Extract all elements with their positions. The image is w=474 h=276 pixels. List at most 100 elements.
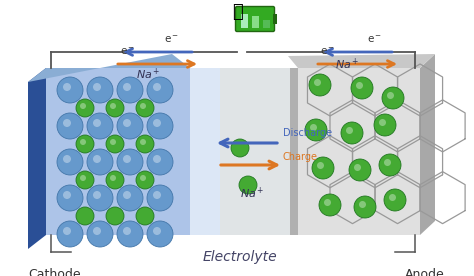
Circle shape	[239, 176, 257, 194]
Circle shape	[63, 83, 71, 91]
Text: Na$^+$: Na$^+$	[240, 186, 264, 201]
Circle shape	[312, 157, 334, 179]
Circle shape	[93, 227, 101, 235]
Polygon shape	[290, 68, 298, 235]
Circle shape	[117, 77, 143, 103]
Circle shape	[231, 139, 249, 157]
Circle shape	[106, 99, 124, 117]
Circle shape	[117, 221, 143, 247]
Circle shape	[341, 122, 363, 144]
Text: e$^-$: e$^-$	[164, 34, 180, 45]
Circle shape	[110, 175, 116, 181]
Text: Electrolyte: Electrolyte	[203, 250, 277, 264]
Circle shape	[63, 119, 71, 127]
Circle shape	[136, 207, 154, 225]
Circle shape	[87, 185, 113, 211]
Circle shape	[317, 162, 324, 169]
FancyBboxPatch shape	[252, 16, 259, 28]
Circle shape	[305, 119, 327, 141]
Circle shape	[153, 191, 161, 199]
Circle shape	[153, 155, 161, 163]
Circle shape	[140, 103, 146, 109]
Polygon shape	[46, 68, 190, 235]
Circle shape	[87, 221, 113, 247]
Circle shape	[359, 201, 366, 208]
Polygon shape	[28, 68, 46, 249]
Circle shape	[93, 119, 101, 127]
Text: Charge: Charge	[283, 152, 318, 162]
Circle shape	[147, 185, 173, 211]
Circle shape	[123, 83, 131, 91]
Circle shape	[57, 185, 83, 211]
Circle shape	[140, 175, 146, 181]
Polygon shape	[298, 68, 420, 235]
Circle shape	[153, 83, 161, 91]
Circle shape	[379, 119, 386, 126]
Circle shape	[106, 135, 124, 153]
Text: Na$^+$: Na$^+$	[136, 67, 160, 82]
Polygon shape	[288, 54, 435, 68]
Text: Discharge: Discharge	[283, 128, 332, 138]
Polygon shape	[420, 54, 435, 235]
Circle shape	[384, 159, 391, 166]
Circle shape	[76, 135, 94, 153]
Circle shape	[63, 227, 71, 235]
Circle shape	[80, 103, 86, 109]
Circle shape	[147, 113, 173, 139]
Circle shape	[147, 149, 173, 175]
Circle shape	[356, 82, 363, 89]
Circle shape	[76, 171, 94, 189]
Circle shape	[346, 127, 353, 134]
Circle shape	[153, 227, 161, 235]
Polygon shape	[220, 68, 310, 235]
Circle shape	[123, 155, 131, 163]
Circle shape	[57, 221, 83, 247]
Circle shape	[389, 194, 396, 201]
Circle shape	[382, 87, 404, 109]
Polygon shape	[190, 68, 290, 235]
Text: 🌿: 🌿	[233, 3, 243, 21]
Circle shape	[117, 185, 143, 211]
Text: Cathode: Cathode	[28, 268, 81, 276]
Circle shape	[57, 149, 83, 175]
Circle shape	[136, 99, 154, 117]
Circle shape	[153, 119, 161, 127]
Circle shape	[110, 139, 116, 145]
Circle shape	[110, 103, 116, 109]
Text: e$^-$: e$^-$	[120, 46, 135, 57]
Circle shape	[80, 175, 86, 181]
Circle shape	[314, 79, 321, 86]
Circle shape	[354, 164, 361, 171]
Circle shape	[147, 221, 173, 247]
Circle shape	[87, 113, 113, 139]
Circle shape	[379, 154, 401, 176]
Circle shape	[384, 189, 406, 211]
Circle shape	[106, 171, 124, 189]
Circle shape	[93, 191, 101, 199]
Circle shape	[80, 139, 86, 145]
Text: Anode: Anode	[405, 268, 445, 276]
Circle shape	[63, 191, 71, 199]
Circle shape	[106, 207, 124, 225]
Polygon shape	[28, 54, 190, 82]
Circle shape	[354, 196, 376, 218]
Circle shape	[93, 155, 101, 163]
Circle shape	[147, 77, 173, 103]
Circle shape	[123, 119, 131, 127]
Circle shape	[387, 92, 394, 99]
FancyBboxPatch shape	[241, 14, 248, 28]
Circle shape	[87, 77, 113, 103]
Circle shape	[123, 227, 131, 235]
Text: e$^-$: e$^-$	[367, 34, 383, 45]
Circle shape	[117, 149, 143, 175]
Circle shape	[310, 124, 317, 131]
Circle shape	[117, 113, 143, 139]
Circle shape	[136, 135, 154, 153]
Circle shape	[76, 99, 94, 117]
Circle shape	[140, 139, 146, 145]
Text: Na$^+$: Na$^+$	[335, 57, 359, 72]
Circle shape	[76, 207, 94, 225]
Circle shape	[349, 159, 371, 181]
Circle shape	[324, 199, 331, 206]
Circle shape	[87, 149, 113, 175]
